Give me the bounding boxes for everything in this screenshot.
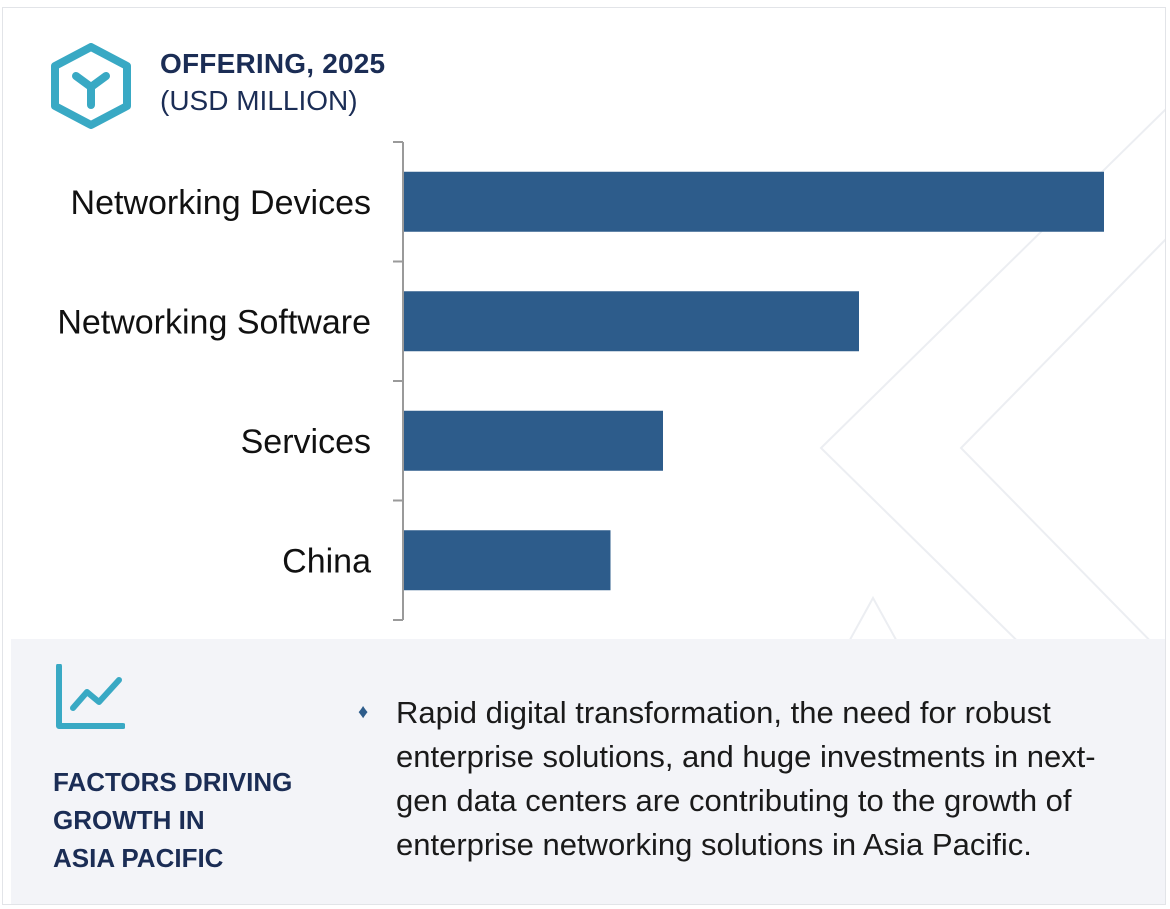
factors-title-line: ASIA PACIFIC xyxy=(53,843,224,873)
category-label: Services xyxy=(241,423,371,461)
category-label: Networking Devices xyxy=(71,184,371,222)
chart-title: OFFERING, 2025 xyxy=(160,48,386,79)
hexagon-y-icon xyxy=(51,43,131,129)
factors-title-line: FACTORS DRIVING xyxy=(53,767,293,797)
factor-item-text: Rapid digital transformation, the need f… xyxy=(396,695,1096,862)
category-label: Networking Software xyxy=(57,303,371,341)
bar-services xyxy=(404,410,663,471)
infographic-card: OFFERING, 2025 (USD MILLION) Networking … xyxy=(2,7,1166,905)
trend-chart-icon xyxy=(56,664,125,729)
bar-networking-software xyxy=(404,291,859,352)
bar-networking-devices xyxy=(404,171,1104,232)
bar-chart: Networking Devices Networking Software Ser… xyxy=(57,141,1104,621)
factors-title: FACTORS DRIVING GROWTH IN ASIA PACIFIC xyxy=(53,763,333,877)
bar-china xyxy=(404,530,611,591)
factors-panel: FACTORS DRIVING GROWTH IN ASIA PACIFIC ♦… xyxy=(11,639,1165,904)
category-label: China xyxy=(282,542,371,580)
factors-title-line: GROWTH IN xyxy=(53,805,205,835)
diamond-bullet-icon: ♦ xyxy=(358,701,369,723)
chart-subtitle: (USD MILLION) xyxy=(160,85,358,116)
